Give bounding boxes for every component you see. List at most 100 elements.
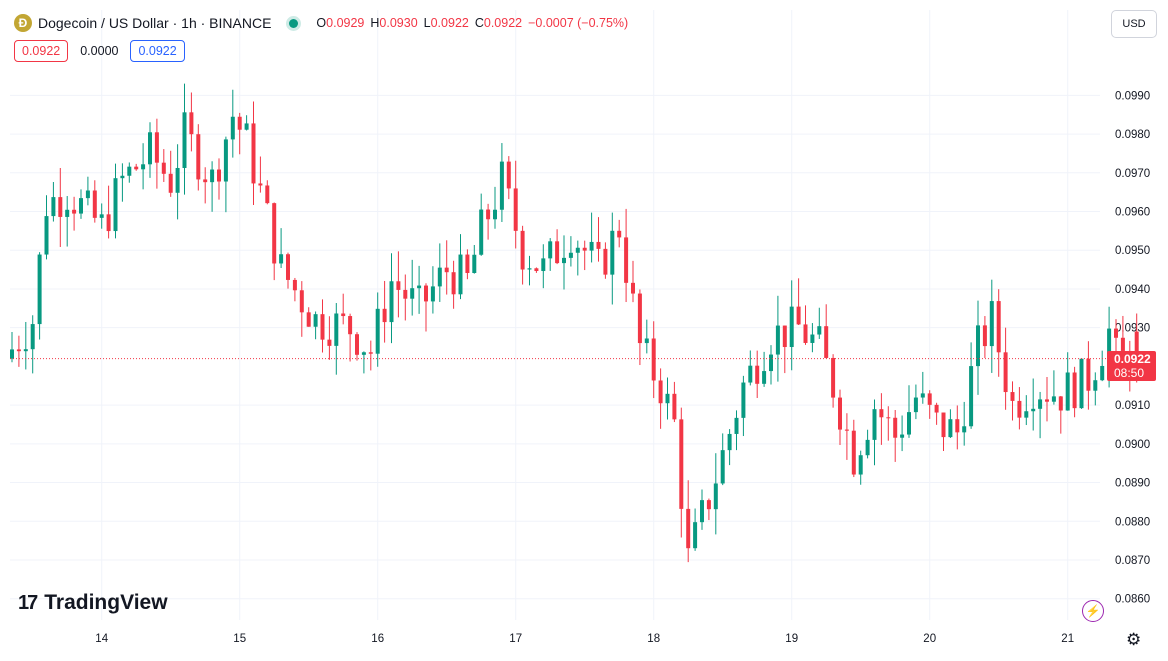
candle-body [775,325,780,355]
candle-body [430,286,435,302]
y-tick-label: 0.0900 [1115,439,1150,451]
candle-body [251,123,256,184]
sell-button[interactable]: 0.0922 [14,40,69,62]
y-tick-label: 0.0860 [1115,594,1150,606]
candle-body [403,289,408,299]
currency-button[interactable]: USD [1111,10,1157,38]
gear-icon[interactable]: ⚙ [1126,630,1142,649]
candle-body [1017,400,1022,418]
candle-body [1120,337,1125,351]
candle-body [203,179,208,183]
change-value: −0.0007 (−0.75%) [528,16,629,30]
candle-body [148,132,152,165]
candle-body [437,267,442,287]
candle-body [99,214,104,218]
candle-body [686,508,691,549]
lightning-icon[interactable]: ⚡ [1082,600,1104,622]
candle-body [175,167,180,193]
candle-body [1058,396,1063,411]
y-tick-label: 0.0940 [1115,284,1150,296]
candle-body [1100,365,1105,381]
candle-body [658,380,663,404]
candle-body [506,161,511,189]
candle-body [286,254,290,280]
candle-body [279,254,284,264]
candle-body [375,308,380,354]
close-value: 0.0922 [483,16,523,30]
low-value: 0.0922 [430,16,469,30]
candle-body [396,281,401,290]
candle-body [934,404,939,413]
candle-body [755,365,760,384]
candle-body [30,324,35,350]
candle-body [720,450,725,484]
candle-body [327,339,332,346]
y-tick-label: 0.0980 [1115,129,1150,141]
candle-body [306,312,311,327]
ohlc-legend: O0.0929 H0.0930 L0.0922 C0.0922 −0.0007 … [316,16,629,30]
logo-text: TradingView [44,591,168,614]
x-tick-label: 19 [785,633,798,645]
candle-body [1051,396,1056,402]
candle-body [113,178,118,232]
candle-body [1093,380,1098,391]
candle-body [913,397,918,413]
candle-body [513,188,518,231]
candle-body [127,166,132,176]
candle-body [410,288,415,299]
candle-body [976,325,980,367]
candle-body [1072,372,1077,409]
candle-body [168,173,173,193]
candle-body [927,393,932,405]
candle-body [1003,352,1008,393]
tradingview-logo[interactable]: 17 TradingView [18,591,168,615]
candle-body [355,334,359,355]
candle-body [900,434,905,438]
candle-body [769,354,773,372]
candle-body [534,268,539,272]
tradingview-logo-icon: 17 [18,591,38,614]
candle-body [444,267,449,273]
high-value: 0.0930 [379,16,418,30]
candle-body [803,324,808,343]
candle-body [548,241,553,259]
candle-body [65,209,70,217]
candle-body [92,190,97,218]
candle-body [230,116,235,140]
candle-body [893,417,898,438]
candle-body [865,439,870,456]
candle-body [85,190,90,199]
candle-body [424,285,428,302]
candle-body [182,112,187,168]
candle-body [120,175,125,179]
candle-body [527,268,532,270]
candle-body [838,397,842,430]
candle-body [417,285,422,289]
current-price-label: 0.0922 08:50 [1107,350,1156,381]
y-tick-label: 0.0890 [1115,478,1150,490]
candle-body [37,254,42,325]
spread-value: 0.0000 [80,44,119,58]
candle-body [789,306,794,348]
candle-body [299,290,304,313]
candle-body [610,230,615,275]
candle-body [982,325,987,347]
candle-body [189,112,194,135]
candle-body [196,134,201,180]
candle-body [210,169,215,183]
buy-button[interactable]: 0.0922 [130,40,185,62]
candle-body [693,522,698,549]
candle-body [458,254,463,295]
market-open-indicator [289,18,299,28]
candle-body [886,417,891,419]
x-tick-label: 17 [509,633,522,645]
candle-body [465,254,470,273]
dogecoin-icon: Ð [14,14,32,32]
y-tick-label: 0.0990 [1115,90,1150,102]
x-tick-label: 14 [95,633,108,645]
candle-body [389,281,394,323]
symbol-title[interactable]: Dogecoin / US Dollar · 1h · BINANCE [38,15,272,31]
x-tick-label: 16 [371,633,384,645]
candle-body [1031,408,1036,412]
